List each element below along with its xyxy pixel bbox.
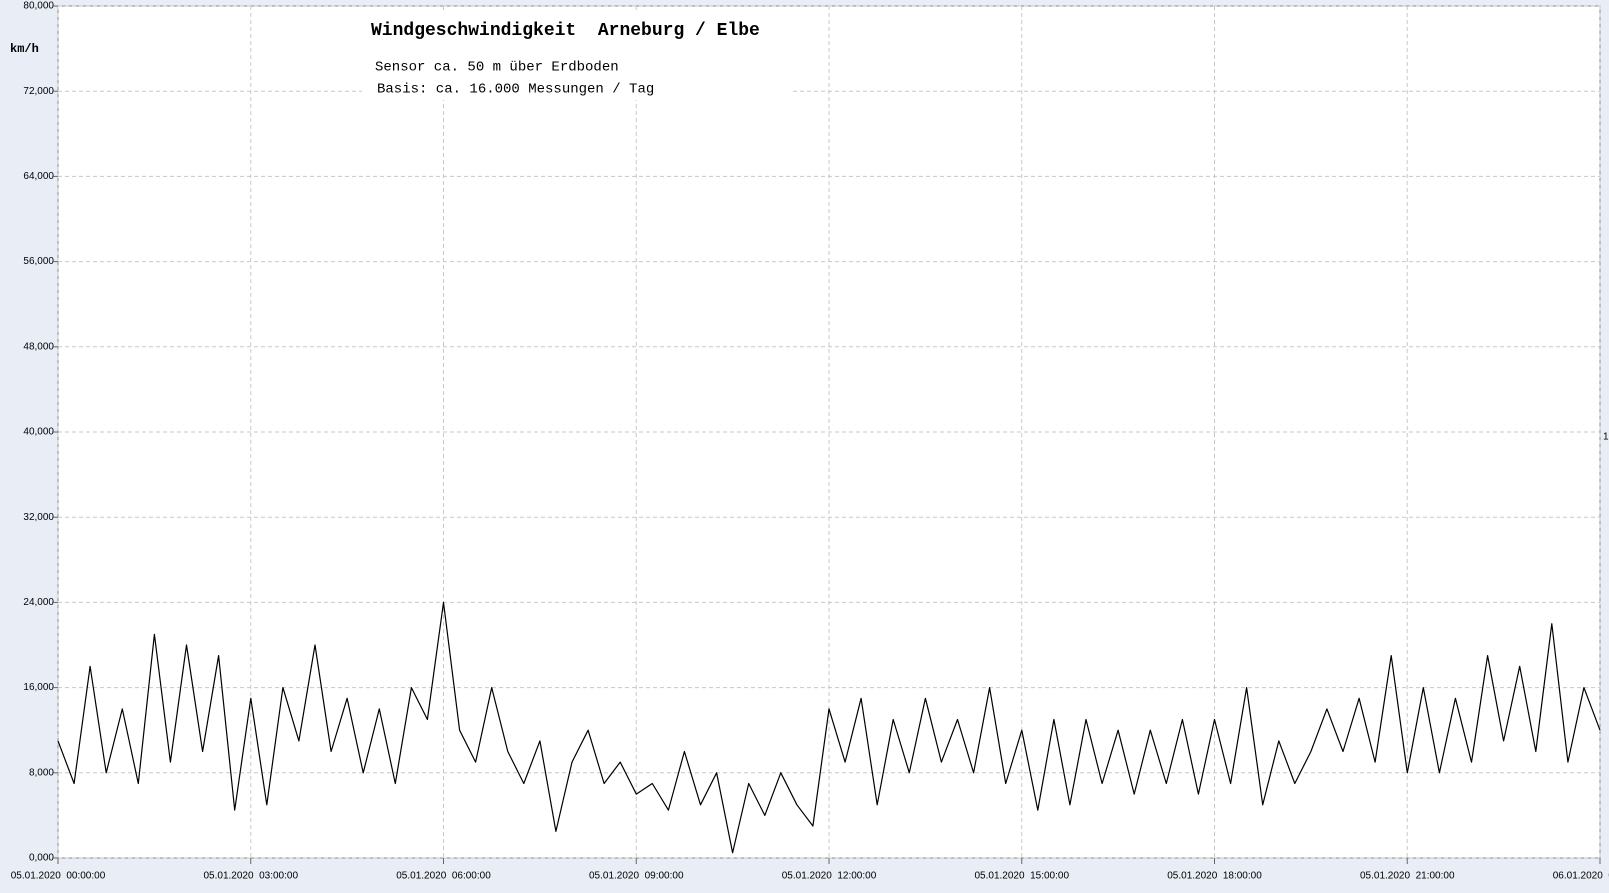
y-axis-label: km/h [10,42,39,56]
x-tick-label: 05.01.2020 00:00:00 [11,871,106,882]
y-tick-label: 80,000 [23,1,54,12]
y-tick-label: 56,000 [23,256,54,267]
x-tick-label: 05.01.2020 21:00:00 [1360,871,1455,882]
subtitle: Basis: ca. 16.000 Messungen / Tag [377,82,654,98]
y-tick-label: 8,000 [29,767,54,778]
x-tick-label: 05.01.2020 15:00:00 [974,871,1069,882]
x-tick-label: 06.01.2020 00:00:00 [1553,871,1609,882]
chart-title: Windgeschwindigkeit Arneburg / Elbe [371,21,760,41]
line-series [57,601,1601,854]
x-tick-label: 05.01.2020 18:00:00 [1167,871,1262,882]
subtitle: Sensor ca. 50 m über Erdboden [375,60,619,76]
y-tick-label: 24,000 [23,597,54,608]
x-tick-label: 05.01.2020 12:00:00 [782,871,877,882]
y-tick-label: 72,000 [23,86,54,97]
y-tick-label: 48,000 [23,341,54,352]
y-tick-label: 16,000 [23,682,54,693]
y-tick-label: 40,000 [23,427,54,438]
title-box [362,12,792,100]
y-tick-label: 0,000 [29,853,54,864]
y-tick-label: 64,000 [23,171,54,182]
x-tick-label: 05.01.2020 06:00:00 [396,871,491,882]
y-tick-label: 32,000 [23,512,54,523]
x-tick-label: 05.01.2020 03:00:00 [203,871,298,882]
x-tick-label: 05.01.2020 09:00:00 [589,871,684,882]
annotation: 1 [1603,432,1609,443]
